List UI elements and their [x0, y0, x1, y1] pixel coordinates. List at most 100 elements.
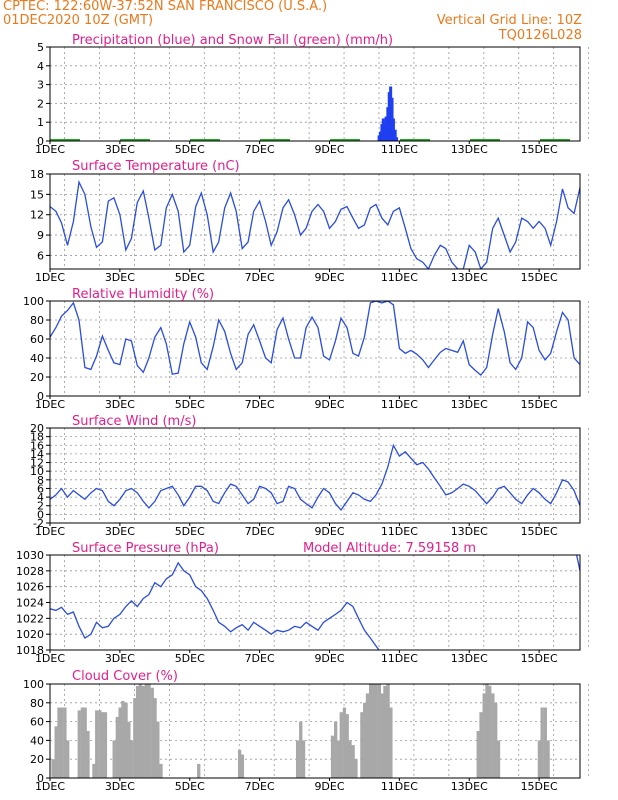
cloud-cover-bar: [240, 754, 245, 778]
cloud-cover-bar: [124, 702, 128, 778]
cloud-cover-bar: [121, 700, 125, 778]
cloud-cover-bar: [86, 731, 90, 778]
wind-xtick-label: 5DEC: [175, 525, 205, 538]
temperature-xtick-label: 11DEC: [381, 271, 418, 284]
precipitation-ytick-label: 3: [37, 79, 44, 92]
wind-ytick-label: 6: [37, 482, 44, 495]
cloud-cover-bar: [147, 684, 151, 778]
cloud-cover-bar: [368, 684, 373, 778]
cloud-cover-bar: [389, 707, 393, 778]
humidity-panel: 0 20 40 60 80 100 1DEC 3DEC 5DEC 7DEC 9DEC 11DEC 13D…: [23, 287, 590, 411]
cloud-cover-ytick-label: 20: [30, 753, 44, 766]
cloud-cover-bar: [496, 740, 501, 778]
precipitation-xtick-label: 5DEC: [175, 143, 205, 156]
run-datetime: 01DEC2020 10Z (GMT): [3, 13, 154, 28]
cloud-cover-bar: [479, 712, 483, 778]
cloud-cover-xtick-label: 15DEC: [521, 780, 558, 793]
temperature-xtick-label: 13DEC: [451, 271, 488, 284]
cloud-cover-bar: [133, 698, 137, 778]
cloud-cover-bar: [98, 710, 102, 778]
humidity-series-line: [50, 301, 580, 377]
pressure-title: Surface Pressure (hPa): [72, 541, 219, 556]
cloud-cover-bar: [348, 740, 352, 778]
pressure-panel: 1018 1020 1022 1024 1026 1028 1030 1DEC 3DEC 5DEC…: [16, 541, 590, 665]
precipitation-ytick-label: 5: [37, 41, 44, 54]
wind-xtick-label: 11DEC: [381, 525, 418, 538]
cloud-cover-ytick-label: 60: [30, 716, 44, 729]
precipitation-xtick-label: 13DEC: [451, 143, 488, 156]
cloud-cover-bar: [237, 749, 242, 778]
wind-ytick-label: 0: [37, 508, 44, 521]
temperature-ytick-label: 15: [30, 188, 44, 201]
cloud-cover-bar: [371, 684, 376, 778]
precipitation-xtick-label: 11DEC: [381, 143, 418, 156]
wind-ytick-label: 16: [30, 439, 44, 452]
precipitation-panel: 0 1 2 3 4 5 1DEC 3DEC 5DEC 7DEC 9DEC 11DEC 13DEC 15DE…: [35, 33, 590, 156]
precipitation-frame: [49, 46, 581, 142]
cloud-cover-bar: [103, 712, 108, 778]
humidity-ytick-label: 100: [23, 295, 44, 308]
wind-ytick-label: 10: [30, 465, 44, 478]
temperature-ytick-label: 6: [37, 249, 44, 262]
wind-ytick-label: 14: [30, 448, 44, 461]
wind-ytick-label: -2: [33, 517, 44, 530]
cloud-cover-bar: [485, 684, 489, 778]
cloud-cover-bar: [54, 726, 58, 778]
cloud-cover-frame: [49, 683, 581, 779]
cloud-cover-bar: [339, 712, 343, 778]
precipitation-ytick-label: 0: [37, 135, 44, 148]
cloud-cover-bar: [334, 721, 338, 778]
precipitation-ytick-label: 4: [37, 60, 44, 73]
cloud-cover-panel: 0 20 40 60 80 100 1DEC 3DEC 5DEC 7DEC 9DEC 11DEC 13D…: [23, 669, 590, 793]
wind-frame: [49, 427, 581, 524]
humidity-xtick-label: 3DEC: [105, 398, 135, 411]
cloud-cover-bar: [135, 685, 140, 778]
cloud-cover-xtick-label: 7DEC: [245, 780, 275, 793]
cloud-cover-xtick-label: 9DEC: [314, 780, 344, 793]
precipitation-bar: [384, 116, 388, 141]
cloud-cover-bar: [540, 707, 544, 778]
pressure-ytick-label: 1030: [16, 549, 44, 562]
precipitation-bar: [393, 129, 397, 141]
pressure-xtick-label: 7DEC: [245, 652, 275, 665]
pressure-xtick-label: 1DEC: [35, 652, 65, 665]
cloud-cover-bar: [101, 712, 105, 778]
precipitation-xtick-label: 9DEC: [314, 143, 344, 156]
cloud-cover-bar: [365, 693, 370, 778]
cloud-cover-bar: [138, 684, 143, 778]
cloud-cover-bar: [80, 707, 85, 778]
pressure-annotation: Model Altitude: 7.59158 m: [303, 541, 476, 556]
cloud-cover-bar: [95, 710, 99, 778]
wind-title: Surface Wind (m/s): [72, 414, 196, 429]
precipitation-ytick-label: 2: [37, 97, 44, 110]
wind-ytick-label: 4: [37, 491, 44, 504]
vertical-grid-line-label: Vertical Grid Line: 10Z: [436, 13, 582, 28]
temperature-ytick-label: 9: [37, 229, 44, 242]
cloud-cover-bar: [476, 731, 480, 778]
cloud-cover-bar: [144, 684, 148, 778]
cloud-cover-bar: [543, 707, 547, 778]
cloud-cover-ytick-label: 0: [37, 772, 44, 785]
pressure-xtick-label: 13DEC: [451, 652, 488, 665]
cloud-cover-bar: [345, 714, 349, 778]
temperature-panel: 6 9 12 15 18 1DEC 3DEC 5DEC 7DEC 9DEC 11DEC 13DEC 15…: [30, 159, 590, 284]
wind-xtick-label: 1DEC: [35, 525, 65, 538]
cloud-cover-bar: [494, 702, 498, 778]
cloud-cover-ytick-label: 80: [30, 697, 44, 710]
pressure-ytick-label: 1022: [16, 612, 44, 625]
cloud-cover-xtick-label: 11DEC: [381, 780, 418, 793]
station-title: CPTEC: 122:60W-37:52N SAN FRANCISCO (U.S…: [3, 0, 328, 14]
cloud-cover-bar: [336, 740, 341, 778]
temperature-ytick-label: 18: [30, 168, 44, 181]
cloud-cover-bar: [66, 740, 70, 778]
cloud-cover-bar: [156, 721, 160, 778]
cloud-cover-xtick-label: 5DEC: [175, 780, 205, 793]
precipitation-xtick-label: 3DEC: [105, 143, 135, 156]
pressure-ytick-label: 1024: [16, 597, 44, 610]
humidity-frame: [49, 300, 581, 397]
cloud-cover-bar: [57, 707, 61, 778]
humidity-xtick-label: 9DEC: [314, 398, 344, 411]
humidity-xtick-label: 11DEC: [381, 398, 418, 411]
